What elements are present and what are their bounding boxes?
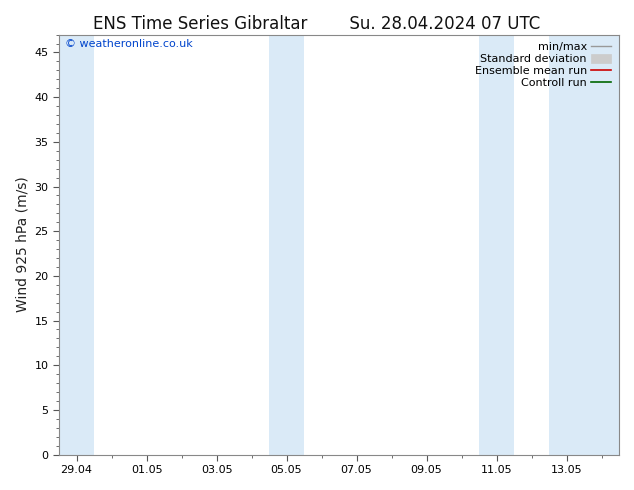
Bar [269,35,304,455]
Bar [59,35,94,455]
Legend: min/max, Standard deviation, Ensemble mean run, Controll run: min/max, Standard deviation, Ensemble me… [472,40,614,90]
Text: ENS Time Series Gibraltar        Su. 28.04.2024 07 UTC: ENS Time Series Gibraltar Su. 28.04.2024… [93,15,541,33]
Bar [479,35,514,455]
Y-axis label: Wind 925 hPa (m/s): Wind 925 hPa (m/s) [15,177,29,313]
Bar [549,35,619,455]
Text: © weatheronline.co.uk: © weatheronline.co.uk [65,39,193,49]
